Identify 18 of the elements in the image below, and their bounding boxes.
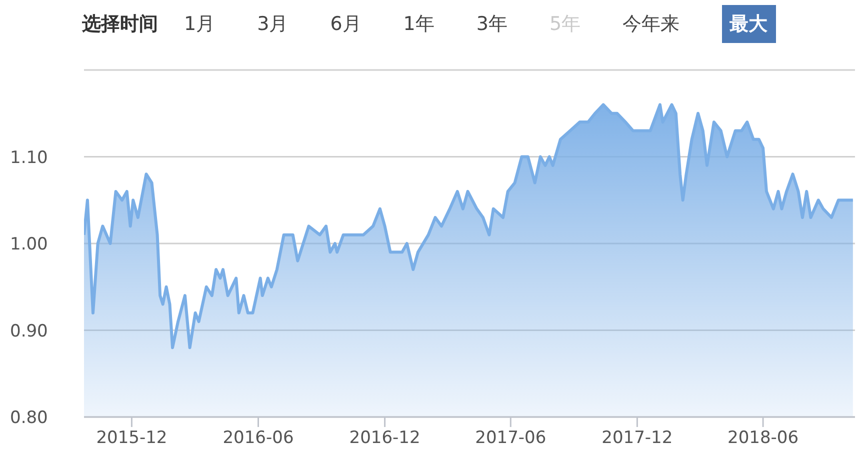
text: 今年来 (622, 12, 680, 37)
x-tick-label: 2016-06 (222, 428, 294, 448)
text: 选择时间 (82, 12, 158, 37)
x-tick-label: 2017-12 (602, 428, 673, 448)
x-tick-label: 2018-06 (728, 428, 799, 448)
y-tick-label: 0.80 (10, 408, 48, 428)
text: 最大 (722, 5, 776, 43)
text: 1月 (184, 12, 216, 37)
x-tick-label: 2016-12 (349, 428, 420, 448)
text: 3月 (257, 12, 288, 37)
y-tick-label: 1.10 (10, 148, 48, 168)
text: 3年 (476, 12, 508, 37)
text: 1年 (403, 12, 434, 37)
x-tick-label: 2017-06 (475, 428, 546, 448)
y-tick-label: 1.00 (10, 234, 48, 255)
x-tick-label: 2015-12 (96, 428, 168, 448)
text: 6月 (330, 12, 362, 37)
y-tick-label: 0.90 (10, 321, 48, 342)
